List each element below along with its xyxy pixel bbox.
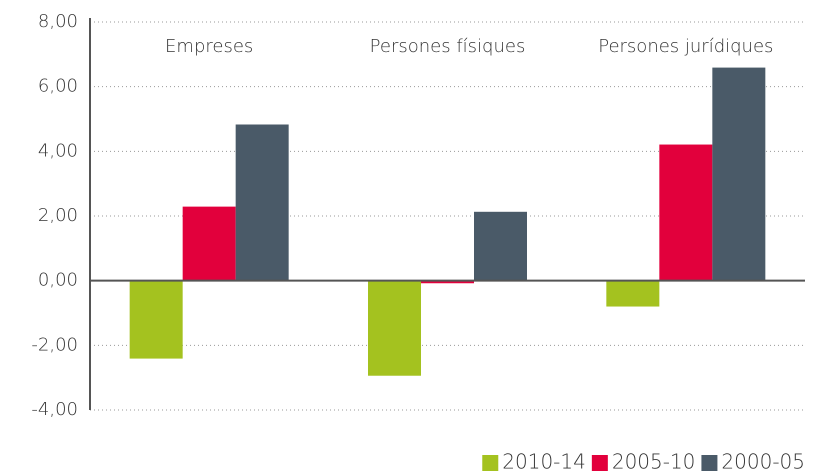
bar	[182, 206, 236, 281]
category-label: Persones jurídiques	[598, 36, 773, 57]
bar	[129, 280, 183, 359]
legend-label: 2010-14	[502, 450, 586, 474]
category-label: Persones físiques	[370, 36, 526, 57]
y-tick-label: 0,00	[38, 270, 78, 291]
bar	[474, 211, 527, 281]
legend-swatch	[482, 455, 499, 471]
legend-label: 2000-05	[721, 450, 805, 474]
bar	[606, 280, 660, 307]
bar	[235, 124, 289, 281]
legend-label: 2005-10	[612, 450, 696, 474]
y-tick-label: 6,00	[38, 76, 78, 97]
bar	[712, 67, 766, 281]
legend-swatch	[591, 455, 608, 471]
category-label: Empreses	[165, 36, 253, 57]
bar	[659, 144, 713, 281]
bar	[368, 280, 421, 376]
y-tick-label: 4,00	[38, 140, 78, 161]
y-tick-label: 2,00	[38, 205, 78, 226]
bar	[421, 280, 474, 284]
legend-swatch	[701, 455, 718, 471]
y-tick-label: -4,00	[31, 399, 78, 420]
y-tick-label: 8,00	[38, 11, 78, 32]
y-tick-label: -2,00	[31, 334, 78, 355]
